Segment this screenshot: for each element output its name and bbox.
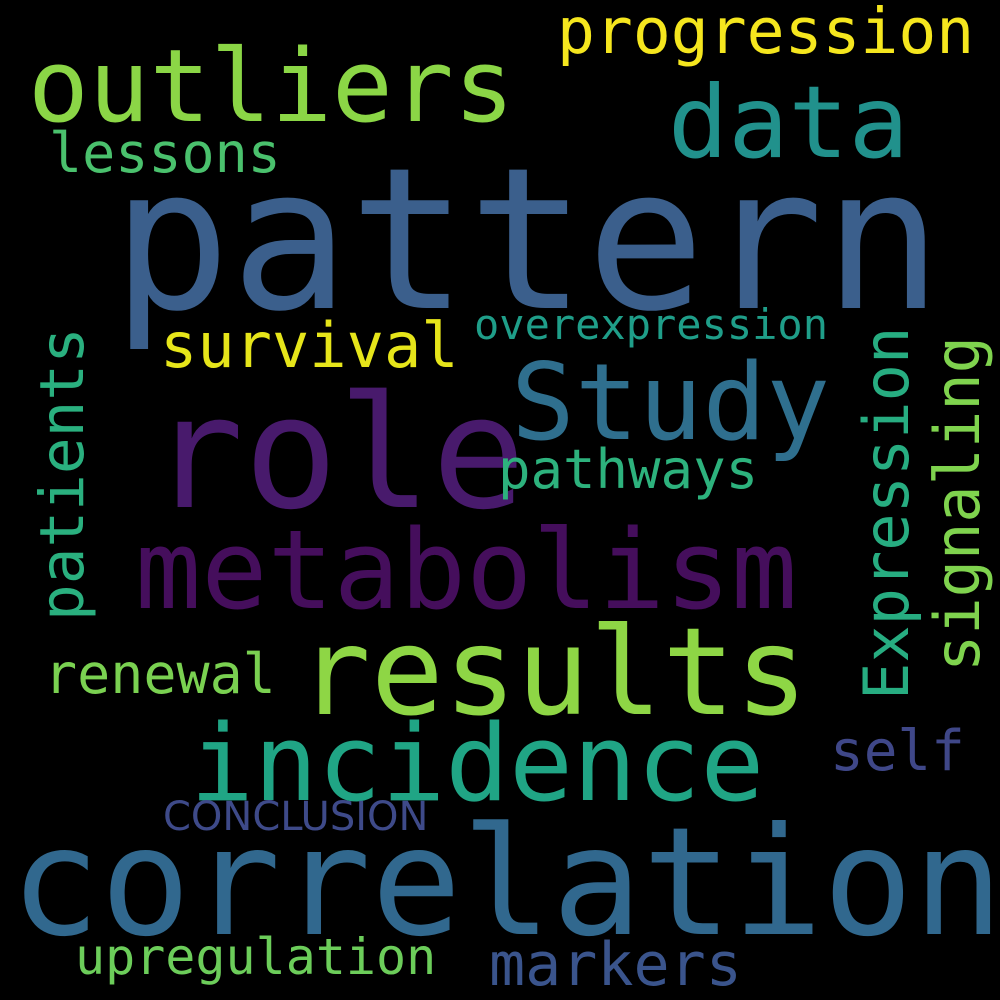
- word-study: Study: [511, 341, 831, 464]
- word-markers: markers: [489, 930, 742, 1000]
- word-outliers: outliers: [28, 27, 515, 145]
- word-lessons: lessons: [49, 121, 281, 185]
- word-patients: patients: [27, 327, 98, 621]
- word-renewal: renewal: [44, 642, 276, 706]
- word-conclusion: CONCLUSION: [163, 794, 429, 840]
- word-survival: survival: [160, 309, 459, 382]
- word-pathways: pathways: [498, 438, 759, 501]
- word-data: data: [668, 64, 909, 181]
- word-correlation: correlation: [10, 796, 1000, 970]
- word-metabolism: metabolism: [135, 506, 798, 634]
- word-expression: Expression: [850, 326, 923, 700]
- word-results: results: [298, 602, 808, 743]
- word-role: role: [150, 362, 526, 544]
- word-pattern: pattern: [112, 126, 943, 355]
- word-signaling: signaling: [921, 336, 994, 672]
- word-progression: progression: [557, 0, 975, 68]
- word-self: self: [830, 719, 965, 784]
- word-upregulation: upregulation: [75, 928, 437, 986]
- word-incidence: incidence: [190, 702, 765, 825]
- word-overexpression: overexpression: [474, 300, 829, 349]
